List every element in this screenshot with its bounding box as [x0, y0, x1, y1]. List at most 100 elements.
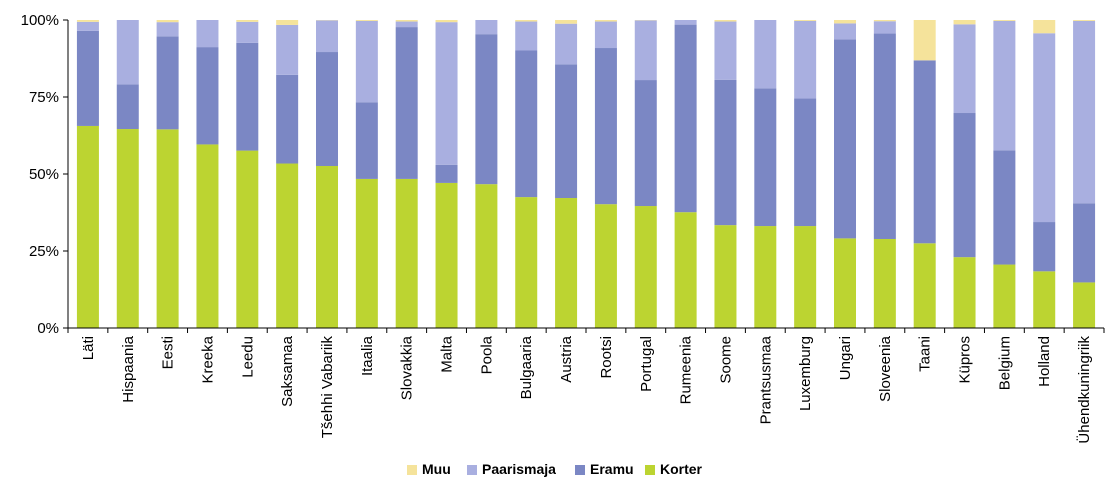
- bar-segment-paarismaja: [634, 20, 657, 81]
- x-tick-label: Eesti: [160, 336, 177, 369]
- x-tick-label: Leedu: [239, 336, 256, 378]
- bar-segment-eramu: [594, 48, 617, 205]
- bar-segment-paarismaja: [794, 20, 817, 99]
- y-tick-label: 50%: [29, 166, 59, 183]
- bar-segment-paarismaja: [754, 20, 777, 89]
- bar-segment-eramu: [555, 64, 578, 199]
- bar-segment-paarismaja: [953, 24, 976, 114]
- bar-segment-muu: [1073, 20, 1096, 21]
- bar-segment-eramu: [316, 52, 338, 166]
- x-tick-label: Hispaania: [120, 335, 137, 402]
- x-tick-label: Ühendkuningriik: [1075, 336, 1093, 444]
- x-tick-label: Taani: [917, 336, 934, 372]
- legend-label-korter: Korter: [660, 461, 703, 477]
- bar-segment-paarismaja: [196, 20, 219, 48]
- bar-segment-korter: [76, 125, 99, 329]
- bar-segment-paarismaja: [395, 21, 418, 28]
- bar-segment-eramu: [953, 113, 976, 258]
- bar-segment-paarismaja: [116, 20, 139, 85]
- bar-segment-korter: [236, 150, 259, 328]
- x-tick-label: Küpros: [957, 336, 974, 384]
- bar-segment-paarismaja: [355, 20, 378, 103]
- bar-segment-muu: [913, 20, 936, 61]
- legend-swatch-muu: [407, 465, 417, 475]
- bar-segment-paarismaja: [435, 22, 458, 165]
- legend-swatch-korter: [645, 465, 655, 475]
- bar-segment-korter: [395, 178, 418, 328]
- x-tick-label: Rumeenia: [678, 335, 695, 404]
- bar-segment-eramu: [993, 150, 1016, 265]
- bar-segment-eramu: [76, 30, 99, 126]
- bar-segment-eramu: [714, 79, 737, 226]
- y-tick-label: 75%: [29, 89, 59, 106]
- bar-segment-eramu: [355, 102, 378, 179]
- bar-segment-korter: [316, 165, 338, 328]
- bar-segment-muu: [794, 20, 817, 21]
- legend-label-eramu: Eramu: [590, 461, 634, 477]
- bar-segment-korter: [355, 178, 378, 328]
- bar-segment-korter: [116, 129, 139, 328]
- bar-segment-paarismaja: [873, 21, 896, 34]
- legend-label-muu: Muu: [422, 461, 451, 477]
- bar-segment-korter: [634, 206, 657, 328]
- legend: Muu Paarismaja Eramu Korter: [407, 461, 703, 477]
- bar-segment-korter: [594, 204, 617, 328]
- bar-segment-eramu: [395, 27, 418, 179]
- bar-segment-korter: [196, 144, 219, 328]
- bar-segment-muu: [395, 20, 418, 22]
- bar-segment-muu: [834, 20, 856, 24]
- bar-segment-eramu: [276, 74, 299, 164]
- bar-segment-korter: [475, 184, 498, 328]
- bar-segment-paarismaja: [594, 21, 617, 49]
- bar-segment-eramu: [873, 33, 896, 239]
- bar-segment-eramu: [634, 80, 657, 207]
- bar-segment-muu: [276, 20, 299, 25]
- x-tick-label: Malta: [439, 335, 456, 372]
- bar-segment-korter: [834, 238, 856, 328]
- bar-segment-korter: [1033, 271, 1056, 328]
- bar-segment-muu: [714, 20, 737, 22]
- x-tick-label: Belgium: [996, 336, 1013, 390]
- bar-segment-muu: [236, 20, 259, 22]
- bar-segment-paarismaja: [555, 23, 578, 65]
- bar-segment-eramu: [674, 24, 697, 213]
- bar-segment-paarismaja: [993, 20, 1016, 151]
- bar-segment-muu: [156, 20, 179, 23]
- bar-segment-paarismaja: [1033, 33, 1056, 223]
- bar-segment-eramu: [754, 88, 777, 227]
- bar-segment-paarismaja: [156, 22, 179, 37]
- bar-segment-muu: [594, 20, 617, 22]
- bar-segment-eramu: [196, 47, 219, 145]
- bar-segment-muu: [76, 20, 99, 22]
- bar-segment-korter: [953, 257, 976, 328]
- x-tick-label: Itaalia: [359, 335, 376, 376]
- bar-segment-korter: [276, 163, 299, 328]
- legend-label-paarismaja: Paarismaja: [482, 461, 556, 477]
- x-tick-label: Slovakkia: [399, 335, 416, 400]
- bar-segment-eramu: [116, 84, 139, 130]
- legend-swatch-paarismaja: [467, 465, 477, 475]
- x-tick-label: Austria: [558, 335, 575, 382]
- bar-segment-eramu: [156, 36, 179, 130]
- x-tick-label: Rootsi: [598, 336, 615, 379]
- bar-segment-korter: [1073, 282, 1096, 328]
- x-tick-label: Soome: [717, 336, 734, 384]
- bar-segment-eramu: [834, 39, 856, 239]
- bar-segment-muu: [993, 20, 1016, 21]
- bar-segment-muu: [515, 20, 538, 22]
- bar-segment-eramu: [1033, 222, 1056, 272]
- bar-segment-eramu: [1073, 203, 1096, 283]
- bar-segment-paarismaja: [674, 20, 697, 25]
- bar-segment-muu: [953, 20, 976, 25]
- bar-segment-eramu: [435, 164, 458, 183]
- bar-segment-eramu: [236, 42, 259, 151]
- bar-segment-korter: [515, 197, 538, 328]
- bar-segment-korter: [754, 226, 777, 328]
- x-tick-label: Holland: [1036, 336, 1053, 387]
- x-tick-label: Bulgaaria: [518, 335, 535, 399]
- bar-segment-korter: [674, 212, 697, 328]
- bar-segment-paarismaja: [515, 21, 538, 51]
- y-axis: 0% 25% 50% 75% 100%: [21, 12, 69, 337]
- bar-segment-korter: [913, 243, 936, 328]
- bar-segment-eramu: [515, 50, 538, 198]
